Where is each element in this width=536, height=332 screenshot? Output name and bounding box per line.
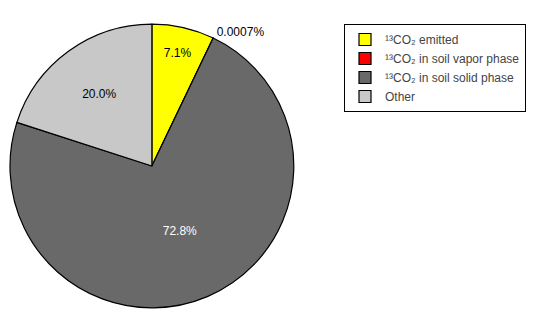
svg-text:¹³CO₂ emitted: ¹³CO₂ emitted bbox=[385, 33, 458, 47]
svg-text:0.0007%: 0.0007% bbox=[217, 25, 265, 39]
svg-text:72.8%: 72.8% bbox=[163, 224, 197, 238]
svg-text:¹³CO₂ in soil solid phase: ¹³CO₂ in soil solid phase bbox=[385, 71, 514, 85]
svg-text:¹³CO₂ in soil vapor phase: ¹³CO₂ in soil vapor phase bbox=[385, 52, 519, 66]
svg-text:7.1%: 7.1% bbox=[164, 46, 192, 60]
svg-text:Other: Other bbox=[385, 90, 415, 104]
svg-text:20.0%: 20.0% bbox=[82, 87, 116, 101]
